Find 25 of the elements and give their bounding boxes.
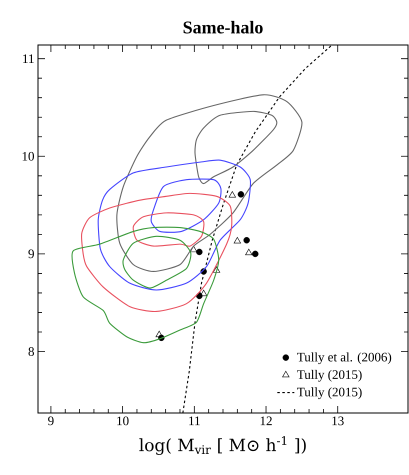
y-tick-label: 10 [22, 152, 34, 161]
y-tick-label: 9 [28, 250, 34, 258]
point [238, 191, 244, 198]
x-tick-label: 11 [189, 416, 200, 426]
chart-title: Same-halo [184, 20, 263, 34]
x-tick-label: 12 [260, 416, 272, 426]
point [156, 330, 163, 338]
legend-label: Tully et al. (2006) [297, 352, 392, 364]
point [200, 290, 208, 296]
point [190, 246, 198, 252]
x-tick-label: 9 [48, 416, 54, 426]
y-tick-label: 11 [23, 54, 34, 63]
x-tick-label: 13 [332, 416, 344, 426]
point [212, 266, 220, 273]
point [252, 250, 258, 258]
x-axis-title: log( M$_{vir}$ [ M⊙ h$^{-1}$ ]) [139, 436, 306, 455]
x-tick-label: 10 [117, 416, 129, 426]
point [234, 237, 241, 244]
point [245, 248, 252, 256]
y-tick-label: 8 [28, 347, 34, 356]
legend-label: Tully (2015) [297, 370, 362, 382]
point [228, 191, 236, 198]
point [196, 248, 203, 256]
legend-label: Tully (2015) [297, 387, 362, 400]
point [243, 237, 250, 244]
